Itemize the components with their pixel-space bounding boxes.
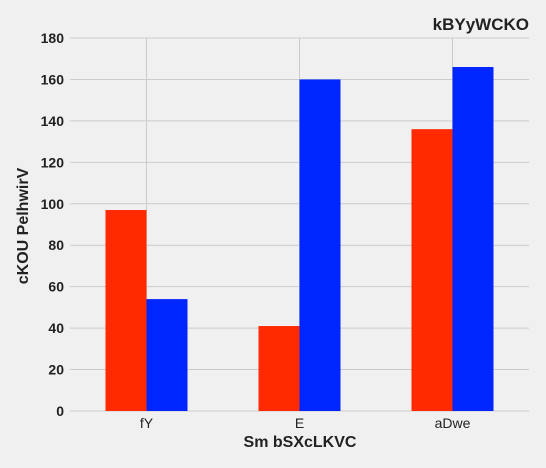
x-tick-label: E	[295, 415, 304, 431]
y-tick-label: 20	[48, 362, 64, 378]
y-tick-label: 120	[41, 154, 65, 170]
x-axis-label: Sm bSXcLKVC	[244, 434, 357, 451]
bar	[411, 129, 453, 411]
bar	[146, 299, 188, 411]
chart-title: kBYyWCKO	[433, 15, 529, 34]
y-tick-label: 60	[48, 279, 64, 295]
y-tick-label: 0	[56, 403, 64, 419]
y-tick-label: 80	[48, 237, 64, 253]
bar	[452, 67, 494, 411]
y-tick-label: 180	[41, 30, 65, 46]
y-tick-label: 160	[41, 71, 65, 87]
bars	[105, 67, 494, 411]
y-tick-label: 40	[48, 320, 64, 336]
x-tick-label: fY	[140, 415, 154, 431]
y-tick-label: 100	[41, 196, 65, 212]
y-axis-label: cKOU PelhwirV	[15, 167, 32, 284]
x-tick-label: aDwe	[435, 415, 471, 431]
y-tick-label: 140	[41, 113, 65, 129]
bar	[105, 209, 147, 411]
bar	[258, 326, 300, 411]
y-axis-ticks: 0 20 40 60 80 100 120 140 160 180	[41, 30, 65, 419]
bar	[299, 79, 341, 411]
